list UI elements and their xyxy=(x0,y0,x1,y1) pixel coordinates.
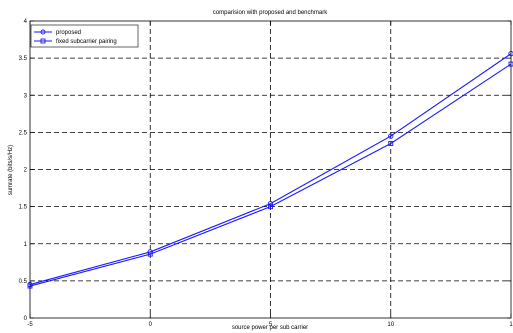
y-axis-label: sumrate (bits/s/Hz) xyxy=(8,145,14,195)
legend-marker-square xyxy=(40,38,46,44)
chart-title: comparision with proposed and benchmark xyxy=(213,10,328,16)
data-point-fixed-subcarrier-pairing xyxy=(388,141,394,146)
y-tick-label: 0.5 xyxy=(19,279,28,285)
y-tick-label: 0 xyxy=(24,316,28,322)
data-point-proposed xyxy=(267,201,274,207)
series-line-fixed-subcarrier-pairing xyxy=(29,63,512,287)
x-tick-label: 1 xyxy=(509,322,513,328)
y-tick-label: 1 xyxy=(24,242,28,248)
x-tick-label: 0 xyxy=(149,322,153,328)
data-point-fixed-subcarrier-pairing xyxy=(147,251,153,257)
x-tick-label: 10 xyxy=(387,322,394,328)
x-axis-label: source power per sub carrier xyxy=(232,325,308,331)
legend-box xyxy=(30,24,139,48)
y-tick-label: 2.5 xyxy=(19,130,28,136)
axis-ticks: -5 0 5 10 100.511.522.533.54 xyxy=(19,19,513,328)
grid xyxy=(30,21,511,318)
x-tick-label: -5 xyxy=(27,322,33,328)
data-point-fixed-subcarrier-pairing xyxy=(268,204,273,210)
x-tick-label: 5 xyxy=(269,322,273,328)
y-tick-label: 4 xyxy=(24,19,28,25)
legend: proposed fixed subcarrier pairing xyxy=(30,24,139,48)
series-line-proposed xyxy=(29,53,512,286)
y-tick-label: 2 xyxy=(24,168,28,174)
data-point-proposed xyxy=(388,133,394,139)
y-tick-label: 1.5 xyxy=(19,205,28,211)
legend-label-proposed: proposed xyxy=(56,30,81,36)
legend-marker-circle xyxy=(40,29,46,35)
legend-label-fixed-subcarrier-pairing: fixed subcarrier pairing xyxy=(56,39,117,45)
y-tick-label: 3 xyxy=(24,93,28,99)
y-tick-label: 3.5 xyxy=(19,56,28,62)
